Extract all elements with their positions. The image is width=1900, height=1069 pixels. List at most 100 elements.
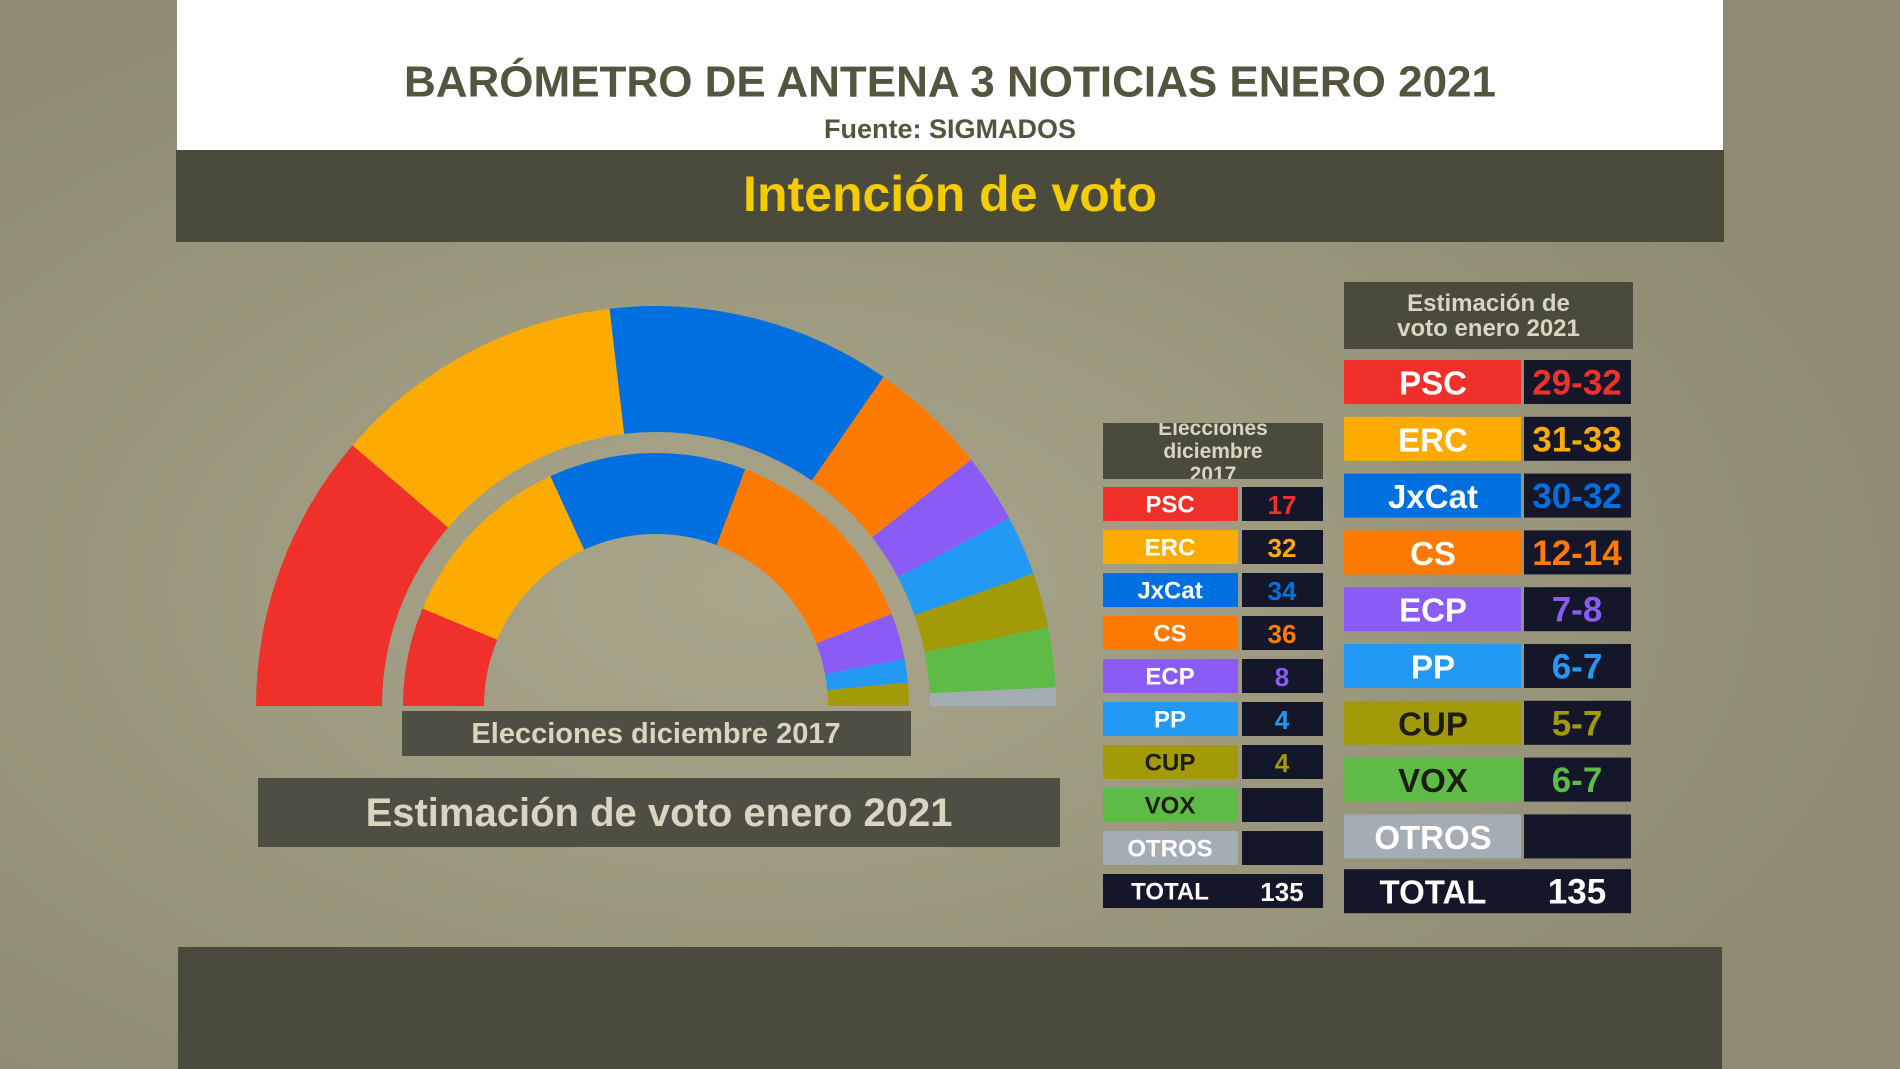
party-name: ECP: [1145, 664, 1194, 691]
total-label: TOTAL: [1131, 879, 1209, 906]
outer-label-box: [258, 778, 1060, 847]
header-box: [177, 0, 1723, 150]
party-cell: [1344, 416, 1521, 461]
party-name: PSC: [1145, 492, 1194, 519]
value-cell: [1524, 757, 1631, 802]
table-header: Estimación de voto enero 2021: [1397, 289, 1580, 342]
party-name: VOX: [1145, 793, 1196, 820]
party-cell: [1103, 745, 1238, 779]
party-cell: [1344, 700, 1521, 745]
range-value: 6-7: [1552, 648, 1603, 687]
party-name: CS: [1153, 621, 1186, 648]
party-cell: [1344, 587, 1521, 632]
value-cell: [1524, 644, 1631, 688]
total-cell: [1103, 874, 1323, 908]
party-name: JxCat: [1388, 478, 1478, 515]
seat-segment-2021: [897, 518, 1034, 616]
total-cell: [1344, 869, 1631, 914]
value-cell: [1242, 573, 1323, 607]
seat-value: 32: [1268, 533, 1297, 563]
seat-segment-2017: [816, 613, 905, 675]
seat-segment-2021: [811, 377, 972, 538]
inner-label: Elecciones diciembre 2017: [471, 718, 840, 750]
party-cell: [1103, 573, 1238, 607]
seat-segment-2021: [924, 627, 1056, 694]
range-value: 31-33: [1532, 420, 1622, 459]
total-value: 135: [1548, 873, 1606, 912]
value-cell: [1524, 814, 1631, 859]
value-cell: [1524, 360, 1631, 404]
section-title: Intención de voto: [743, 166, 1157, 222]
range-value: 5-7: [1552, 704, 1603, 743]
party-cell: [1344, 757, 1521, 802]
value-cell: [1242, 530, 1323, 564]
footer-band: [178, 947, 1722, 1069]
seat-segment-2021: [914, 573, 1049, 653]
party-cell: [1103, 487, 1238, 521]
value-cell: [1242, 788, 1323, 822]
seat-value: 8: [1275, 662, 1289, 692]
party-name: OTROS: [1374, 819, 1491, 856]
party-cell: [1344, 473, 1521, 518]
inner-label-box: [402, 711, 911, 756]
party-cell: [1103, 831, 1238, 865]
value-cell: [1524, 416, 1631, 461]
value-cell: [1242, 702, 1323, 736]
party-cell: [1344, 360, 1521, 404]
source: Fuente: SIGMADOS: [824, 114, 1076, 144]
value-cell: [1242, 616, 1323, 650]
party-cell: [1344, 644, 1521, 688]
party-name: PP: [1154, 707, 1186, 734]
value-cell: [1524, 587, 1631, 632]
table-header-holder: Elecciones diciembre 2017: [1158, 423, 1268, 479]
seat-segment-2017: [422, 476, 585, 640]
total-value: 135: [1260, 877, 1303, 907]
value-cell: [1242, 487, 1323, 521]
value-cell: [1524, 473, 1631, 518]
seat-segment-2017: [827, 682, 909, 706]
party-name: CS: [1410, 535, 1456, 572]
seat-segment-2021: [352, 308, 625, 528]
outer-label: Estimación de voto enero 2021: [366, 791, 953, 835]
seat-segment-2017: [550, 453, 746, 550]
party-name: VOX: [1398, 762, 1468, 799]
value-cell: [1524, 700, 1631, 745]
party-cell: [1344, 814, 1521, 859]
seat-value: 17: [1268, 490, 1297, 520]
party-name: CUP: [1398, 705, 1468, 742]
party-cell: [1344, 530, 1521, 575]
party-cell: [1103, 616, 1238, 650]
seat-segment-2021: [871, 459, 1010, 578]
seat-value: 4: [1275, 748, 1290, 778]
table-2017-header: Elecciones diciembre 2017: [1103, 423, 1323, 479]
total-label: TOTAL: [1380, 874, 1487, 911]
range-value: 12-14: [1532, 534, 1622, 573]
seat-segment-rest: [929, 687, 1056, 706]
party-name: ECP: [1399, 592, 1467, 629]
party-cell: [1103, 702, 1238, 736]
seat-segment-2017: [825, 659, 908, 691]
party-name: ERC: [1145, 535, 1196, 562]
party-name: JxCat: [1137, 578, 1202, 605]
value-cell: [1242, 659, 1323, 693]
value-cell: [1242, 745, 1323, 779]
range-value: 7-8: [1552, 591, 1603, 630]
party-name: PSC: [1399, 365, 1467, 402]
seat-value: 36: [1268, 619, 1297, 649]
party-cell: [1103, 530, 1238, 564]
party-name: ERC: [1398, 421, 1468, 458]
party-cell: [1103, 788, 1238, 822]
table-header-box: [1103, 423, 1323, 479]
party-name: OTROS: [1127, 836, 1212, 863]
range-value: 30-32: [1532, 477, 1622, 516]
value-cell: [1524, 530, 1631, 575]
seat-segment-2017: [403, 608, 498, 706]
party-cell: [1103, 659, 1238, 693]
range-value: 6-7: [1552, 761, 1603, 800]
section-band: [176, 150, 1724, 242]
seat-value: 34: [1268, 576, 1297, 606]
table-header: Elecciones diciembre 2017: [1158, 423, 1268, 479]
table-2021-header: Estimación de voto enero 2021: [1344, 282, 1633, 349]
